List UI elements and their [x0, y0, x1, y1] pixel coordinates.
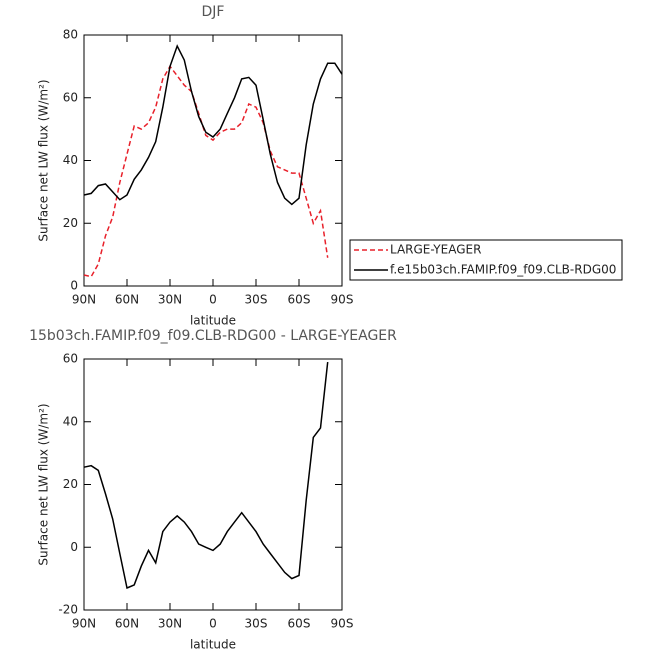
- x-tick-label: 90N: [72, 293, 96, 307]
- data-line: [83, 65, 329, 278]
- y-tick-label: 0: [70, 279, 78, 293]
- x-tick-label: 60S: [288, 293, 311, 307]
- x-tick-label: 90S: [331, 293, 354, 307]
- x-tick-label: 90N: [72, 617, 96, 631]
- x-axis-label: latitude: [190, 314, 236, 328]
- plot-frame: [83, 358, 343, 611]
- x-tick-label: 60N: [115, 617, 139, 631]
- plot-frame: [83, 34, 343, 287]
- y-tick-label: 60: [63, 90, 78, 104]
- y-axis-label: Surface net LW flux (W/m²): [37, 403, 51, 565]
- x-tick-label: 30S: [245, 617, 268, 631]
- x-tick-label: 30N: [158, 293, 182, 307]
- y-tick-label: 20: [63, 477, 78, 491]
- y-tick-label: 20: [63, 216, 78, 230]
- y-tick-label: 40: [63, 153, 78, 167]
- chart-title: DJF: [202, 4, 225, 20]
- x-tick-label: 30N: [158, 617, 182, 631]
- y-tick-label: 80: [63, 28, 78, 42]
- x-tick-label: 30S: [245, 293, 268, 307]
- data-line: [83, 362, 329, 590]
- x-tick-label: 0: [209, 293, 217, 307]
- x-tick-label: 60S: [288, 617, 311, 631]
- legend-box: [349, 239, 623, 281]
- y-axis-label: Surface net LW flux (W/m²): [37, 79, 51, 241]
- y-tick-label: -20: [58, 603, 78, 617]
- x-tick-label: 90S: [331, 617, 354, 631]
- x-tick-label: 60N: [115, 293, 139, 307]
- x-tick-label: 0: [209, 617, 217, 631]
- chart-title: 15b03ch.FAMIP.f09_f09.CLB-RDG00 - LARGE-…: [29, 328, 397, 344]
- legend-label: f.e15b03ch.FAMIP.f09_f09.CLB-RDG00: [390, 263, 616, 277]
- y-tick-label: 60: [63, 352, 78, 366]
- y-tick-label: 40: [63, 414, 78, 428]
- y-tick-label: 0: [70, 540, 78, 554]
- data-line: [83, 44, 343, 206]
- x-axis-label: latitude: [190, 638, 236, 652]
- legend-label: LARGE-YEAGER: [390, 243, 481, 257]
